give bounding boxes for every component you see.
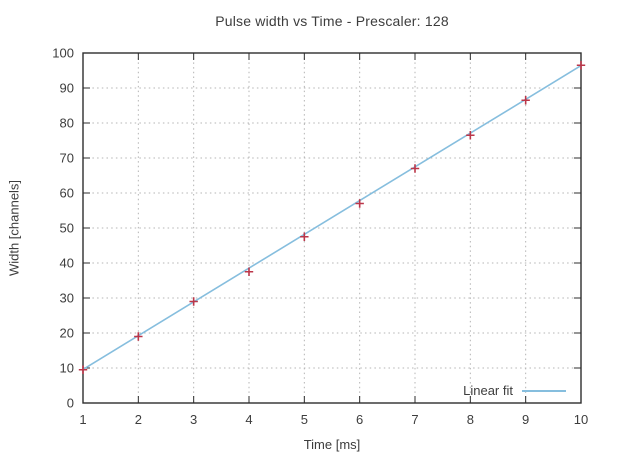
data-point-plus-6 (355, 199, 364, 208)
data-point-plus-2 (134, 332, 143, 341)
tick-label-x-6: 6 (356, 412, 363, 427)
data-point-plus-5 (300, 232, 309, 241)
tick-label-y-80: 80 (60, 116, 74, 131)
y-axis-label: Width [channels] (6, 179, 22, 277)
tick-label-x-9: 9 (522, 412, 529, 427)
tick-label-y-30: 30 (60, 291, 74, 306)
chart-title: Pulse width vs Time - Prescaler: 128 (215, 13, 449, 29)
tick-label-y-40: 40 (60, 256, 74, 271)
tick-label-x-7: 7 (411, 412, 418, 427)
data-point-plus-4 (244, 267, 254, 276)
tick-label-x-5: 5 (301, 412, 308, 427)
data-point-plus-9 (521, 96, 530, 105)
tick-label-y-100: 100 (52, 46, 74, 61)
legend-line-sample (522, 389, 566, 392)
fit-line (82, 64, 582, 371)
x-axis-label: Time [ms] (303, 437, 361, 452)
data-point-plus-8 (466, 131, 475, 140)
legend: Linear fit (463, 383, 566, 398)
tick-label-x-10: 10 (574, 412, 588, 427)
data-point-plus-1 (78, 365, 88, 374)
tick-label-y-60: 60 (60, 186, 74, 201)
tick-label-y-50: 50 (60, 221, 74, 236)
tick-label-x-1: 1 (79, 412, 86, 427)
tick-label-y-20: 20 (60, 326, 74, 341)
tick-label-x-3: 3 (190, 412, 197, 427)
tick-label-x-4: 4 (245, 412, 252, 427)
tick-label-x-2: 2 (135, 412, 142, 427)
tick-label-y-0: 0 (67, 396, 74, 411)
tick-label-y-10: 10 (60, 361, 74, 376)
tick-label-y-70: 70 (60, 151, 74, 166)
data-point-plus-3 (189, 297, 198, 306)
data-point-plus-10 (576, 61, 586, 70)
legend-label: Linear fit (463, 383, 513, 398)
data-point-plus-7 (410, 164, 420, 173)
tick-label-y-90: 90 (60, 81, 74, 96)
tick-label-x-8: 8 (467, 412, 474, 427)
